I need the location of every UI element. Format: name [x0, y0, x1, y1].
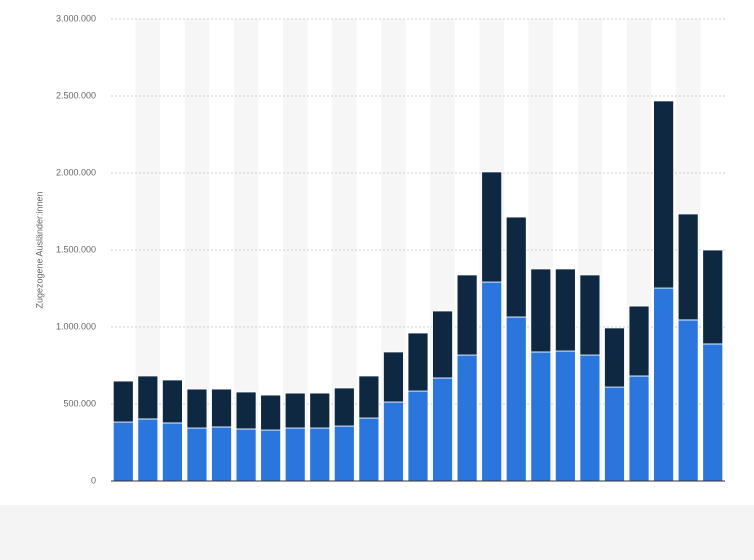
y-tick-label: 0	[91, 475, 96, 485]
bar-segment	[432, 377, 453, 482]
bar-segment	[186, 427, 208, 482]
bar-segment	[235, 391, 257, 430]
bar-segment	[554, 350, 576, 482]
bar-segment	[677, 319, 699, 482]
bar-segment	[432, 310, 453, 379]
bar-segment	[309, 427, 331, 482]
bar-segment	[481, 171, 503, 283]
bar-segment	[604, 327, 625, 388]
y-tick-label: 500.000	[63, 398, 96, 408]
bar-segment	[554, 268, 576, 352]
bar-segment	[530, 351, 552, 482]
bar-segment	[530, 268, 552, 353]
bar-segment	[653, 100, 674, 289]
bar-segment	[456, 354, 478, 482]
bar-segment	[579, 274, 601, 356]
bar-segment	[481, 281, 503, 482]
bar-segment	[211, 426, 232, 482]
bar-segment	[309, 392, 331, 429]
bar-segment	[333, 387, 355, 427]
bar-segment	[407, 332, 429, 392]
y-tick-label: 1.500.000	[56, 244, 96, 254]
bar-segment	[211, 388, 232, 428]
bar-segment	[260, 429, 282, 482]
bar-segment	[653, 287, 674, 482]
y-tick-label: 2.500.000	[56, 90, 96, 100]
bar-segment	[260, 394, 282, 431]
bar-segment	[505, 316, 527, 482]
bar-segment	[383, 351, 404, 403]
bar-segment	[456, 274, 478, 356]
bar-segment	[677, 213, 699, 321]
bar-segment	[112, 380, 134, 423]
bar-segment	[505, 216, 527, 318]
y-axis-label: Zugezogene Ausländer:innen	[34, 191, 44, 308]
bar-segment	[235, 428, 257, 482]
bar-segment	[284, 427, 306, 482]
bar-segment	[628, 375, 650, 482]
bar-segment	[358, 417, 380, 482]
bar-segment	[702, 343, 724, 482]
bar-segment	[137, 375, 159, 420]
y-tick-label: 3.000.000	[56, 13, 96, 23]
bar-segment	[112, 421, 134, 482]
bar-segment	[161, 422, 183, 482]
bar-segment	[702, 249, 724, 345]
bar-segment	[628, 305, 650, 377]
bar-segment	[358, 375, 380, 419]
y-tick-label: 1.000.000	[56, 321, 96, 331]
bar-segment	[579, 354, 601, 482]
bar-segment	[604, 386, 625, 482]
bar-segment	[284, 392, 306, 429]
bar-segment	[407, 390, 429, 482]
bar-segment	[383, 401, 404, 482]
bar-segment	[333, 425, 355, 482]
bar-segment	[186, 388, 208, 429]
bar-segment	[137, 418, 159, 482]
y-tick-label: 2.000.000	[56, 167, 96, 177]
bar-segment	[161, 379, 183, 424]
